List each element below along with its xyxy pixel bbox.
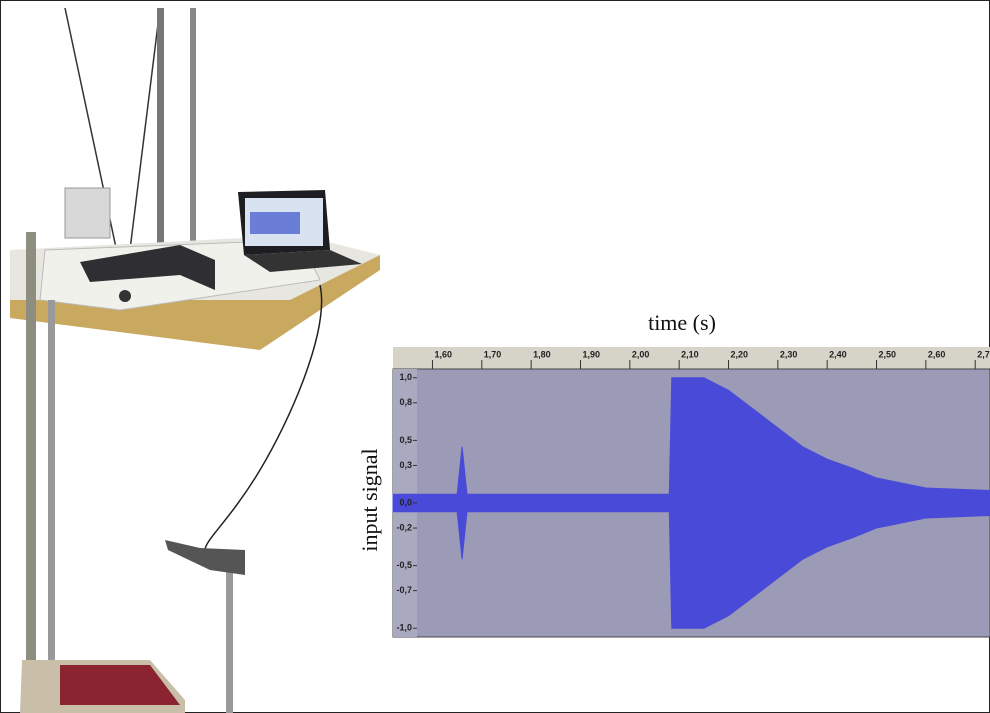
x-tick-label: 1,70: [484, 349, 502, 359]
x-tick-label: 2,40: [829, 349, 847, 359]
plot: [392, 377, 990, 629]
x-tick-label: 1,60: [434, 349, 452, 359]
x-tick-label: 2,20: [731, 349, 749, 359]
time-ruler: [393, 347, 990, 369]
y-axis-title: input signal: [357, 448, 382, 551]
y-tick-label: -0,5: [396, 560, 412, 570]
waveform-lower: [392, 502, 990, 629]
x-tick-label: 2,30: [780, 349, 798, 359]
y-tick-label: -0,2: [396, 522, 412, 532]
y-tick-label: 0,0: [399, 497, 412, 507]
y-tick-label: 0,3: [399, 460, 412, 470]
x-tick-label: 1,80: [533, 349, 551, 359]
setup-photo: [10, 7, 380, 713]
x-tick-label: 2,60: [928, 349, 946, 359]
y-tick-label: 0,8: [399, 397, 412, 407]
x-tick-label: 1,90: [582, 349, 600, 359]
x-tick-label: 2,10: [681, 349, 699, 359]
y-tick-label: 0,5: [399, 435, 412, 445]
x-axis-title: time (s): [648, 310, 716, 335]
x-tick-label: 2,70: [977, 349, 990, 359]
x-tick-label: 2,00: [632, 349, 650, 359]
x-tick-label: 2,50: [879, 349, 897, 359]
waveform-upper: [392, 377, 990, 504]
y-tick-label: -0,7: [396, 585, 412, 595]
y-tick-label: 1,0: [399, 372, 412, 382]
y-tick-label: -1,0: [396, 623, 412, 633]
